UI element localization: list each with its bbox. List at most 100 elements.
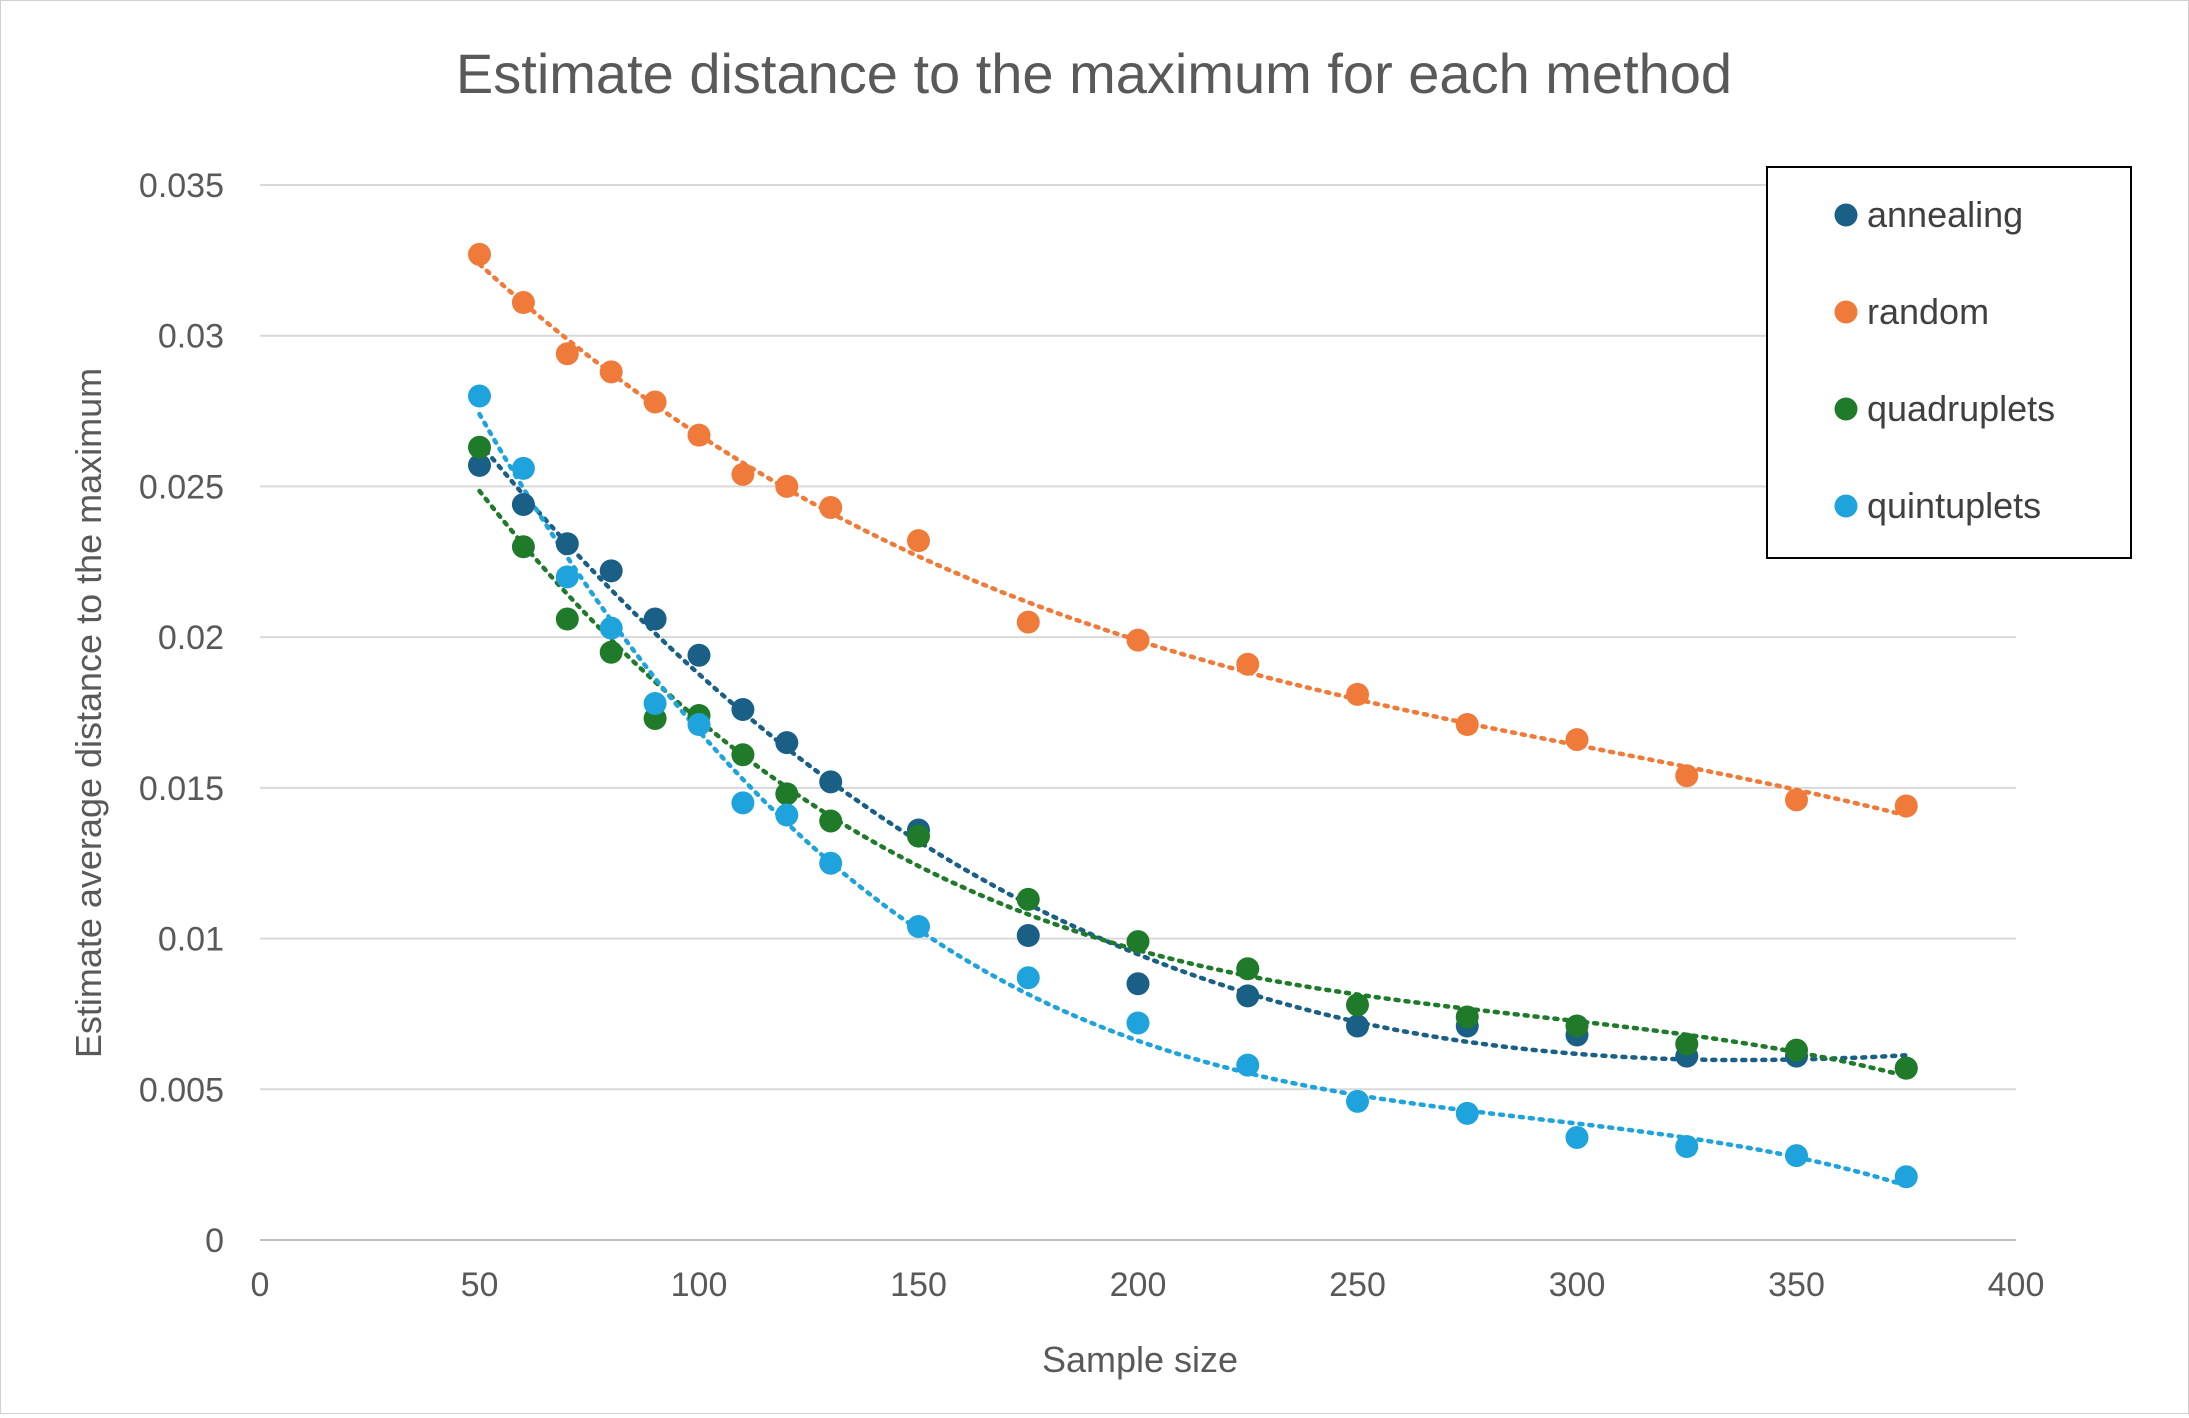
- data-point-random: [1455, 713, 1479, 737]
- data-point-random: [1236, 652, 1260, 676]
- y-tick-label: 0.035: [139, 167, 224, 205]
- x-tick-label: 300: [1549, 1266, 1606, 1304]
- data-point-quintuplets: [687, 713, 711, 737]
- data-point-annealing: [599, 559, 623, 583]
- chart-title: Estimate distance to the maximum for eac…: [456, 42, 1732, 105]
- data-point-random: [1126, 628, 1150, 652]
- data-point-annealing: [511, 493, 535, 517]
- data-point-annealing: [1346, 1014, 1369, 1038]
- data-point-annealing: [775, 731, 799, 755]
- y-tick-label: 0.005: [139, 1071, 224, 1109]
- data-point-quadruplets: [1236, 957, 1260, 981]
- legend-label-random: random: [1867, 291, 1989, 332]
- gridlines: [260, 184, 2016, 1241]
- data-point-quintuplets: [643, 691, 667, 715]
- y-tick-label: 0: [205, 1222, 224, 1260]
- data-point-random: [1016, 610, 1040, 634]
- legend-box: [1766, 166, 2132, 559]
- data-point-random: [599, 360, 623, 384]
- x-tick-label: 50: [461, 1266, 499, 1304]
- x-tick-label: 150: [890, 1266, 947, 1304]
- y-tick-label: 0.015: [139, 770, 224, 808]
- data-point-quintuplets: [1894, 1165, 1918, 1189]
- legend-marker-quintuplets: [1834, 494, 1858, 518]
- data-point-quintuplets: [1785, 1144, 1808, 1168]
- data-point-quintuplets: [1565, 1126, 1589, 1150]
- data-point-quintuplets: [555, 565, 579, 589]
- data-point-quadruplets: [599, 640, 623, 664]
- trendlines: [477, 261, 1909, 1188]
- data-point-quintuplets: [1126, 1011, 1150, 1035]
- data-point-random: [1894, 794, 1918, 818]
- data-point-annealing: [1126, 972, 1150, 996]
- x-tick-label: 0: [251, 1266, 270, 1304]
- data-point-quintuplets: [1346, 1089, 1369, 1113]
- data-point-quadruplets: [1016, 887, 1040, 911]
- data-points: [468, 242, 1918, 1189]
- data-point-quadruplets: [1346, 993, 1369, 1017]
- legend-label-quadruplets: quadruplets: [1867, 388, 2055, 429]
- data-point-random: [1785, 788, 1808, 812]
- data-point-quintuplets: [731, 791, 755, 815]
- y-tick-label: 0.025: [139, 468, 224, 506]
- data-point-quadruplets: [1455, 1005, 1479, 1029]
- data-point-random: [511, 291, 535, 315]
- data-point-quintuplets: [1675, 1135, 1699, 1159]
- data-point-random: [1565, 728, 1589, 752]
- data-point-random: [907, 529, 930, 553]
- data-point-random: [775, 474, 799, 498]
- data-point-random: [555, 342, 579, 366]
- data-point-random: [468, 242, 491, 266]
- legend-marker-quadruplets: [1834, 397, 1858, 421]
- trendline-quintuplets: [477, 411, 1909, 1188]
- data-point-quadruplets: [1785, 1038, 1808, 1062]
- data-point-random: [731, 462, 755, 486]
- data-point-annealing: [468, 453, 491, 477]
- axis-ticks: 0 0.005 0.01 0.015 0.02 0.025 0.03 0.035 0 50 100 1…: [139, 167, 2044, 1304]
- data-point-annealing: [687, 643, 711, 667]
- legend-marker-random: [1834, 300, 1858, 324]
- data-point-quintuplets: [468, 384, 491, 408]
- data-point-annealing: [643, 607, 667, 631]
- data-point-quadruplets: [731, 743, 755, 767]
- legend-label-quintuplets: quintuplets: [1867, 485, 2041, 526]
- data-point-quadruplets: [468, 435, 491, 459]
- x-tick-label: 250: [1329, 1266, 1386, 1304]
- trendline-quadruplets: [477, 488, 1909, 1079]
- data-point-quadruplets: [1126, 930, 1150, 954]
- legend-marker-annealing: [1834, 203, 1858, 227]
- data-point-quadruplets: [775, 782, 799, 806]
- data-point-quintuplets: [775, 803, 799, 827]
- data-point-random: [1675, 764, 1699, 788]
- data-point-random: [1346, 682, 1369, 706]
- data-point-quintuplets: [819, 851, 843, 875]
- data-point-annealing: [1236, 984, 1260, 1008]
- data-point-annealing: [819, 770, 843, 794]
- x-tick-label: 350: [1768, 1266, 1825, 1304]
- data-point-quadruplets: [555, 607, 579, 631]
- data-point-quadruplets: [511, 535, 535, 559]
- data-point-quadruplets: [1675, 1032, 1699, 1056]
- legend-label-annealing: annealing: [1867, 194, 2023, 235]
- data-point-quadruplets: [1894, 1056, 1918, 1080]
- data-point-annealing: [731, 697, 755, 721]
- x-tick-label: 100: [671, 1266, 728, 1304]
- data-point-quadruplets: [907, 824, 930, 848]
- x-tick-label: 200: [1110, 1266, 1167, 1304]
- x-tick-label: 400: [1988, 1266, 2045, 1304]
- data-point-quintuplets: [1455, 1101, 1479, 1125]
- y-tick-label: 0.02: [158, 619, 224, 657]
- trendline-annealing: [477, 440, 1909, 1063]
- trendline-random: [477, 261, 1909, 818]
- legend: annealing random quadruplets quintuplets: [1766, 166, 2132, 559]
- data-point-annealing: [1016, 924, 1040, 948]
- data-point-quintuplets: [1236, 1053, 1260, 1077]
- data-point-quintuplets: [511, 456, 535, 480]
- data-point-random: [819, 496, 843, 520]
- data-point-random: [687, 423, 711, 447]
- y-tick-label: 0.01: [158, 921, 224, 959]
- data-point-quintuplets: [599, 616, 623, 640]
- data-point-random: [643, 390, 667, 414]
